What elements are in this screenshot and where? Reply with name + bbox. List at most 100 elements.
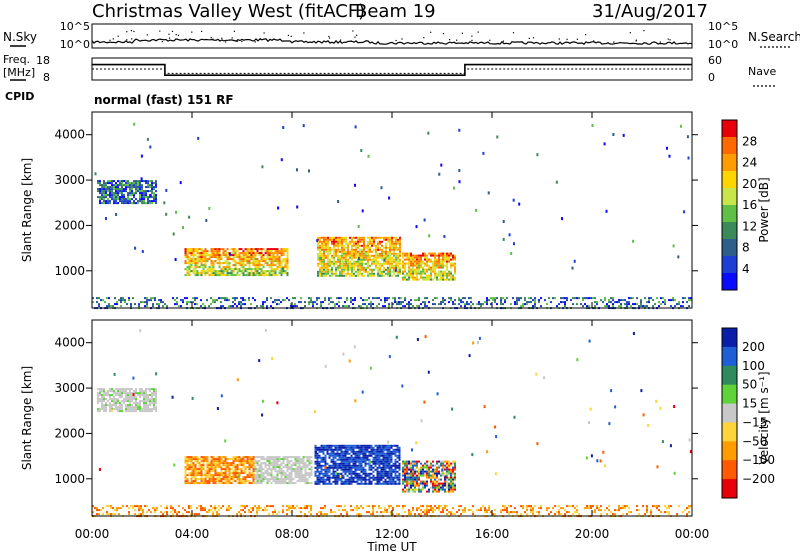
echo-pixel	[634, 303, 636, 306]
echo-pixel	[210, 476, 213, 479]
echo-pixel	[370, 482, 373, 485]
echo-pixel	[119, 408, 121, 411]
echo-pixel	[422, 486, 424, 489]
echo-pixel	[347, 244, 349, 247]
echo-pixel	[256, 260, 259, 263]
echo-pixel	[353, 260, 355, 263]
echo-pixel	[204, 260, 207, 263]
echo-pixel	[406, 472, 408, 475]
echo-pixel	[378, 470, 381, 473]
echo-pixel	[302, 478, 305, 481]
echo-pixel	[260, 474, 263, 477]
echo-pixel	[111, 192, 113, 195]
echo-pixel	[258, 248, 261, 251]
echo-pixel	[404, 464, 406, 467]
echo-pixel	[196, 260, 199, 263]
echo-pixel	[386, 458, 389, 461]
echo-pixel	[396, 470, 399, 473]
echo-pixel	[448, 256, 450, 259]
echo-pixel	[284, 266, 287, 269]
echo-pixel	[362, 450, 365, 453]
echo-pixel	[339, 274, 341, 277]
echo-pixel	[132, 297, 134, 300]
echo-pixel	[246, 505, 248, 508]
echo-pixel	[464, 303, 466, 306]
echo-pixel	[339, 256, 341, 259]
echo-pixel	[351, 250, 353, 253]
echo-pixel	[149, 184, 151, 187]
echo-pixel	[410, 252, 412, 255]
echo-pixel	[326, 450, 329, 453]
echo-pixel	[254, 478, 257, 481]
echo-pixel	[350, 470, 353, 473]
echo-pixel	[346, 299, 348, 302]
echo-pixel	[328, 452, 331, 455]
echo-pixel	[324, 444, 327, 447]
echo-pixel	[139, 182, 141, 185]
echo-pixel	[390, 464, 393, 467]
echo-pixel	[226, 256, 229, 259]
echo-pixel	[506, 297, 508, 300]
echo-pixel	[454, 276, 456, 279]
echo-pixel	[294, 305, 296, 308]
echo-pixel	[190, 262, 193, 265]
echo-pixel	[234, 260, 237, 263]
echo-pixel	[145, 400, 147, 403]
echo-pixel	[566, 299, 568, 302]
nsearch-dot	[109, 39, 111, 41]
echo-pixel	[420, 254, 422, 257]
echo-pixel	[298, 478, 301, 481]
echo-pixel	[216, 511, 218, 514]
echo-pixel	[322, 482, 325, 485]
echo-pixel	[244, 478, 247, 481]
echo-pixel	[234, 264, 237, 267]
echo-pixel	[200, 252, 203, 255]
echo-pixel	[310, 462, 313, 465]
echo-pixel	[210, 260, 213, 263]
echo-pixel	[99, 392, 101, 395]
echo-pixel	[340, 452, 343, 455]
echo-pixel	[144, 305, 146, 308]
echo-pixel	[328, 470, 331, 473]
echo-pixel	[342, 462, 345, 465]
echo-pixel	[266, 264, 269, 267]
echo-pixel	[384, 462, 387, 465]
echo-pixel	[422, 468, 424, 471]
echo-pixel	[472, 303, 474, 306]
echo-pixel	[298, 480, 301, 483]
echo-pixel	[190, 301, 192, 304]
echo-pixel	[274, 256, 277, 259]
echo-pixel	[220, 470, 223, 473]
echo-pixel	[282, 260, 285, 263]
echo-pixel	[125, 182, 127, 185]
echo-pixel	[378, 444, 381, 447]
echo-pixel	[284, 299, 286, 302]
echo-pixel	[362, 476, 365, 479]
echo-pixel	[450, 490, 452, 493]
echo-pixel	[114, 513, 116, 516]
echo-pixel	[288, 480, 291, 483]
echo-pixel	[232, 264, 235, 267]
echo-pixel	[290, 478, 293, 481]
echo-pixel	[184, 474, 187, 477]
echo-pixel	[188, 272, 191, 275]
echo-pixel	[418, 260, 420, 263]
echo-pixel	[393, 266, 395, 269]
echo-pixel	[430, 260, 432, 263]
echo-pixel	[340, 446, 343, 449]
echo-pixel	[280, 464, 283, 467]
echo-pixel	[106, 297, 108, 300]
echo-pixel	[210, 480, 213, 483]
echo-pixel	[106, 513, 108, 516]
echo-pixel	[252, 476, 255, 479]
echo-pixel	[368, 297, 370, 300]
echo-pixel	[226, 252, 229, 255]
echo-pixel	[332, 460, 335, 463]
echo-pixel	[212, 264, 215, 267]
echo-pixel	[434, 470, 436, 473]
echo-pixel	[244, 248, 247, 251]
echo-pixel	[228, 272, 231, 275]
echo-pixel	[208, 480, 211, 483]
echo-pixel	[103, 182, 105, 185]
echo-pixel	[448, 476, 450, 479]
